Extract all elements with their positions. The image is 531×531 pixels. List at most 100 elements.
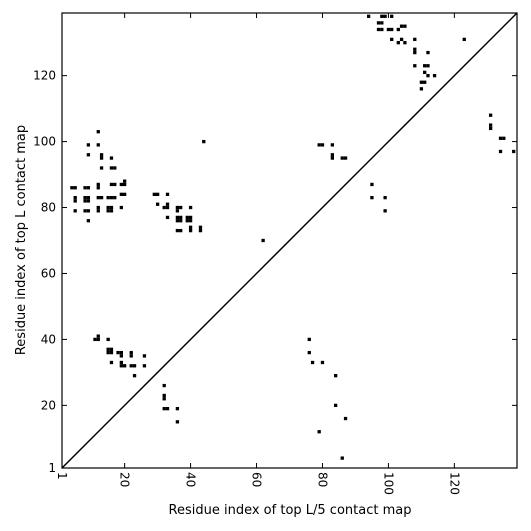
contact-point-upper — [106, 195, 110, 200]
x-tick-label: 80 — [315, 472, 329, 487]
contact-point-upper — [113, 195, 117, 200]
contact-point-upper — [426, 64, 430, 68]
contact-point-lower — [340, 456, 344, 460]
contact-point-upper — [426, 50, 430, 55]
contact-point-upper — [188, 215, 193, 220]
contact-point-upper — [99, 166, 104, 170]
contact-point-upper — [83, 195, 87, 200]
contact-point-upper — [202, 139, 206, 144]
contact-point-lower — [119, 360, 123, 365]
contact-point-upper — [109, 209, 114, 213]
contact-point-upper — [83, 186, 87, 190]
contact-point-upper — [165, 202, 170, 206]
contact-point-upper — [399, 24, 404, 28]
contact-point-upper — [370, 195, 374, 200]
contact-point-lower — [106, 350, 110, 355]
contact-point-upper — [413, 37, 417, 42]
contact-point-upper — [179, 205, 183, 210]
contact-point-upper — [96, 182, 100, 187]
contact-point-upper — [498, 136, 503, 140]
contact-point-upper — [423, 80, 427, 84]
contact-point-upper — [165, 205, 170, 210]
contact-point-upper — [413, 47, 417, 51]
contact-point-upper — [86, 143, 91, 147]
contact-point-upper — [426, 74, 430, 78]
contact-point-upper — [152, 192, 156, 196]
contact-point-lower — [93, 337, 97, 342]
contact-point-upper — [396, 27, 400, 32]
contact-point-upper — [73, 186, 77, 190]
contact-point-upper — [155, 202, 160, 206]
contact-point-lower — [119, 350, 123, 355]
contact-point-upper — [179, 228, 183, 233]
contact-point-upper — [165, 192, 170, 196]
contact-point-upper — [106, 205, 110, 210]
contact-point-upper — [86, 186, 91, 190]
y-tick-label: 80 — [41, 201, 56, 215]
x-tick-label: 60 — [250, 472, 264, 487]
contact-point-upper — [179, 219, 183, 223]
contact-point-lower — [343, 416, 348, 421]
y-tick-label: 1 — [48, 461, 56, 475]
contact-point-upper — [488, 123, 493, 127]
contact-point-lower — [307, 337, 311, 342]
contact-point-upper — [109, 205, 114, 210]
contact-point-lower — [116, 350, 120, 355]
contact-point-upper — [198, 225, 203, 229]
contact-point-lower — [106, 347, 110, 351]
contact-point-lower — [162, 397, 166, 401]
contact-point-upper — [96, 186, 100, 190]
contact-point-upper — [380, 21, 384, 25]
contact-point-upper — [419, 87, 424, 91]
contact-point-upper — [370, 182, 374, 187]
contact-point-upper — [162, 205, 166, 210]
contact-point-upper — [419, 80, 424, 84]
contact-point-upper — [99, 156, 104, 160]
contact-point-upper — [175, 215, 180, 220]
contact-point-upper — [165, 215, 170, 220]
contact-point-upper — [109, 166, 114, 170]
contact-point-upper — [86, 153, 91, 157]
contact-point-lower — [162, 407, 166, 411]
x-tick-label: 120 — [447, 472, 461, 495]
contact-point-lower — [123, 364, 127, 368]
contact-point-lower — [142, 354, 147, 358]
contact-point-upper — [330, 156, 335, 160]
axis-ticks — [61, 13, 517, 469]
contact-point-upper — [123, 182, 127, 187]
contact-point-upper — [423, 70, 427, 74]
contact-point-upper — [403, 24, 407, 28]
contact-point-upper — [155, 192, 160, 196]
contact-point-upper — [330, 143, 335, 147]
contact-point-upper — [330, 153, 335, 157]
contact-point-upper — [376, 21, 381, 25]
contact-point-upper — [175, 228, 180, 233]
contact-point-lower — [132, 374, 137, 378]
contact-point-lower — [165, 407, 170, 411]
contact-point-lower — [129, 350, 133, 355]
x-tick-label: 20 — [118, 472, 132, 487]
contact-point-upper — [462, 37, 466, 42]
y-axis-title: Residue index of top L contact map — [14, 125, 29, 355]
contact-point-lower — [119, 354, 123, 358]
contact-point-upper — [185, 215, 189, 220]
contact-point-upper — [380, 27, 384, 32]
contact-point-upper — [488, 113, 493, 117]
contact-point-upper — [386, 27, 391, 32]
contact-point-upper — [175, 219, 180, 223]
y-tick-label: 100 — [33, 135, 56, 149]
x-tick-label: 40 — [184, 472, 198, 487]
contact-point-upper — [383, 195, 387, 200]
contact-point-upper — [175, 205, 180, 210]
contact-point-upper — [340, 156, 344, 160]
contact-point-upper — [179, 215, 183, 220]
contact-point-upper — [109, 156, 114, 160]
y-tick-label: 60 — [41, 266, 56, 280]
contact-point-upper — [261, 238, 265, 243]
contact-point-lower — [129, 364, 133, 368]
contact-point-upper — [96, 130, 100, 134]
contact-point-lower — [334, 403, 338, 408]
contact-point-upper — [83, 199, 87, 203]
